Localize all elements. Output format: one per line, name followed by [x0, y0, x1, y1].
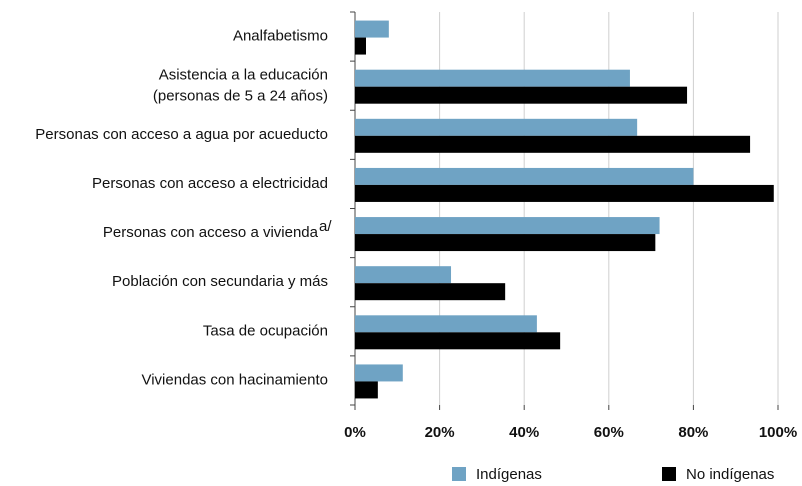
category-superscript: a/	[319, 218, 332, 235]
bar	[355, 20, 389, 38]
bar	[355, 234, 656, 252]
bar	[355, 315, 537, 333]
category-label: Analfabetismo	[233, 28, 328, 45]
bar	[355, 364, 403, 382]
category-label: Asistencia a la educación (personas de 5 …	[153, 67, 328, 105]
bar	[355, 135, 751, 153]
x-tick-label: 40%	[509, 424, 539, 441]
x-tick-label: 0%	[344, 424, 366, 441]
category-label-line: Asistencia a la educación	[159, 67, 328, 84]
x-tick-label: 80%	[678, 424, 708, 441]
x-tick-label: 60%	[594, 424, 624, 441]
legend-swatch	[662, 467, 676, 481]
x-tick-label: 20%	[425, 424, 455, 441]
x-tick-label: 100%	[759, 424, 797, 441]
bar	[355, 332, 561, 350]
category-label: Población con secundaria y más	[112, 273, 328, 290]
category-label: Viviendas con hacinamiento	[141, 371, 328, 388]
bar	[355, 37, 366, 55]
bar	[355, 69, 630, 87]
bar	[355, 184, 774, 202]
legend-label: No indígenas	[686, 466, 774, 483]
bar	[355, 381, 378, 399]
category-label-line: (personas de 5 a 24 años)	[153, 88, 328, 105]
bar	[355, 283, 506, 301]
category-label: Tasa de ocupación	[203, 322, 328, 339]
bar	[355, 86, 688, 104]
category-label: Personas con acceso a electricidad	[92, 175, 328, 192]
bar	[355, 118, 638, 136]
category-label: Personas con acceso a agua por acueducto	[35, 126, 328, 143]
bar	[355, 167, 694, 185]
bar	[355, 217, 660, 235]
category-label: Personas con acceso a vivienda	[103, 224, 319, 241]
legend-swatch	[452, 467, 466, 481]
legend-label: Indígenas	[476, 466, 542, 483]
bar	[355, 266, 452, 284]
